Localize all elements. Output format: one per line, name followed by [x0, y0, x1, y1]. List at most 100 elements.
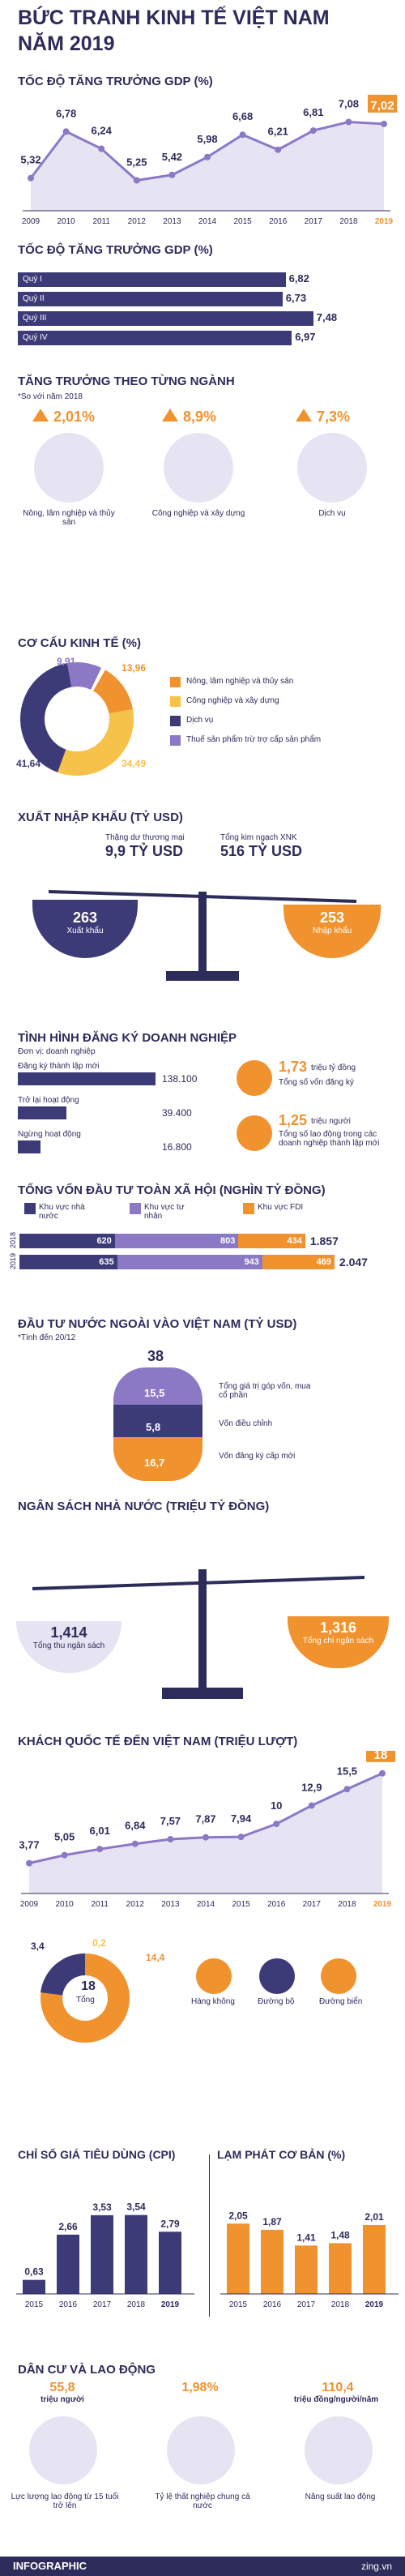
structure-legend: Nông, lâm nghiệp và thủy sản Công nghiệp … — [170, 677, 397, 755]
budget-heading: NGÂN SÁCH NHÀ NƯỚC (TRIỆU TỶ ĐỒNG) — [18, 1500, 270, 1513]
sector-agriculture: 2,01% Nông, lâm nghiệp và thủy sản — [16, 405, 130, 527]
x-tick: 2018 — [127, 2300, 146, 2309]
bar-label: 2,66 — [58, 2221, 78, 2232]
bar — [91, 2214, 113, 2294]
import-label: Nhập khẩu — [312, 926, 352, 935]
point — [168, 171, 176, 178]
quarter-value: 7,48 — [316, 311, 338, 323]
structure-value-tax: 9,91 — [57, 656, 76, 667]
person-icon — [29, 2416, 97, 2484]
x-tick: 2015 — [25, 2300, 44, 2309]
x-tick: 2019 — [161, 2300, 180, 2309]
bar — [125, 2214, 147, 2294]
x-tick: 2019 — [365, 2300, 384, 2309]
legend-state — [24, 1203, 36, 1214]
investment-year: 2019 — [9, 1252, 18, 1270]
jobs-value: 1,25 — [279, 1112, 308, 1128]
investment-segment: 434 — [238, 1234, 305, 1248]
bar — [295, 2245, 318, 2294]
tourist-pie-total-label: Tổng — [76, 1996, 95, 2005]
data-label: 7,94 — [231, 1812, 252, 1825]
spending-label: Tổng chi ngân sách — [302, 1637, 374, 1645]
jobs-label: Tổng số lao động trong các doanh nghiệp … — [279, 1130, 380, 1148]
business-note: Đơn vị: doanh nghiệp — [18, 1047, 96, 1056]
row-value: 138.100 — [162, 1073, 198, 1085]
structure-heading: CƠ CẤU KINH TẾ (%) — [18, 636, 141, 650]
quarter-value: 6,73 — [285, 292, 307, 304]
labor-label: Lực lượng lao động từ 15 tuổi trở lên — [11, 2493, 119, 2510]
gdp-quarters-section: TỐC ĐỘ TĂNG TRƯỞNG GDP (%) Quý I 6,82 Quý … — [0, 243, 405, 365]
investment-total: 2.047 — [339, 1256, 368, 1269]
capital-unit: triệu tỷ đồng — [311, 1063, 356, 1072]
structure-value-industry: 34,49 — [122, 758, 147, 769]
quarter-bar: Quý III — [18, 311, 313, 326]
productivity-label: Năng suất lao động — [305, 2493, 376, 2501]
tourists-heading: KHÁCH QUỐC TẾ ĐẾN VIỆT NAM (TRIỆU LƯỢT) — [18, 1735, 298, 1748]
point — [345, 118, 352, 126]
investment-segment: 635 — [19, 1255, 117, 1269]
tourist-pie-air: 14,4 — [146, 1952, 165, 1963]
budget-scale-icon — [32, 1569, 365, 1699]
arrow-up-icon — [32, 409, 49, 421]
point — [379, 1769, 386, 1777]
x-tick: 2018 — [339, 217, 358, 226]
investment-year: 2018 — [9, 1231, 18, 1249]
fdi-heading: ĐẦU TƯ NƯỚC NGOÀI VÀO VIỆT NAM (TỶ USD) — [18, 1317, 297, 1331]
legend-item: Thuế sản phẩm trừ trợ cấp sản phẩm — [170, 735, 397, 755]
sector-services: 7,3% Dịch vụ — [279, 405, 393, 527]
bar-label: 1,48 — [330, 2229, 350, 2240]
legend-item: Nông, lâm nghiệp và thủy sản — [170, 677, 397, 696]
surplus-label: Thặng dư thương mại — [105, 833, 185, 842]
trade-section: XUẤT NHẬP KHẨU (TỶ USD) Thặng dư thương … — [0, 811, 405, 989]
point — [202, 1834, 209, 1841]
bar-label: 2,01 — [364, 2211, 384, 2223]
legend-item: Dịch vụ — [170, 716, 397, 735]
footer-right[interactable]: zing.vn — [360, 2561, 392, 2572]
x-tick: 2010 — [57, 217, 75, 226]
sectors-heading: TĂNG TRƯỞNG THEO TỪNG NGÀNH — [18, 374, 235, 388]
data-label: 6,24 — [92, 125, 113, 137]
point — [28, 174, 34, 182]
legend-private — [130, 1203, 141, 1214]
fdi-l1: Tổng giá trị góp vốn, mua cổ phần — [219, 1382, 311, 1400]
point — [96, 1846, 104, 1853]
x-tick: 2018 — [331, 2300, 350, 2309]
sectors-section: TĂNG TRƯỞNG THEO TỪNG NGÀNH *So với năm … — [0, 374, 405, 618]
point — [61, 1851, 68, 1859]
money-bag-icon — [237, 1060, 272, 1096]
fdi-v3: 16,7 — [144, 1457, 165, 1469]
inflation-heading: LẠM PHÁT CƠ BẢN (%) — [217, 2148, 346, 2161]
data-label: 3,77 — [19, 1839, 39, 1851]
cpi-inflation-section: CHỈ SỐ GIÁ TIÊU DÙNG (CPI) LẠM PHÁT CƠ B… — [0, 2148, 405, 2326]
x-tick: 2015 — [233, 217, 252, 226]
worker-icon — [237, 1115, 272, 1151]
plane-icon — [196, 1958, 232, 1994]
data-label: 7,08 — [339, 97, 359, 109]
fdi-total: 38 — [147, 1348, 164, 1364]
structure-value-services: 41,64 — [16, 758, 41, 769]
arrow-up-icon — [296, 409, 312, 421]
fdi-v2: 5,8 — [146, 1421, 161, 1433]
capital-value: 1,73 — [279, 1059, 308, 1075]
x-tick: 2016 — [269, 217, 288, 226]
row-value: 16.800 — [162, 1141, 192, 1153]
unemployment-label: Tỷ lệ thất nghiệp chung cả nước — [155, 2493, 250, 2510]
point — [131, 1840, 139, 1847]
legend-label: Khu vực tư nhân — [144, 1203, 185, 1221]
fdi-section: ĐẦU TƯ NƯỚC NGOÀI VÀO VIỆT NAM (TỶ USD) … — [0, 1317, 405, 1496]
tourist-pie-total: 18 — [81, 1979, 96, 1993]
bar-label: 2,79 — [160, 2218, 180, 2229]
structure-section: CƠ CẤU KINH TẾ (%) 9,91 13,96 34,49 41,6… — [0, 636, 405, 790]
tourist-pie — [40, 1953, 130, 2043]
tourists-section: KHÁCH QUỐC TẾ ĐẾN VIỆT NAM (TRIỆU LƯỢT) … — [0, 1735, 405, 2075]
bar — [23, 2279, 45, 2294]
divider — [209, 2155, 210, 2317]
data-label: 18 — [374, 1751, 388, 1762]
data-label: 6,01 — [90, 1825, 110, 1837]
inflation-bar-chart: 2,05 2015 1,87 2016 1,41 2017 1,48 2018 2,01 2019 — [220, 2210, 399, 2309]
surplus-value: 9,9 TỶ USD — [105, 843, 184, 859]
population-section: DÂN CƯ VÀ LAO ĐỘNG 55,8 triệu người Lực … — [0, 2363, 405, 2549]
quarter-value: 6,97 — [295, 331, 316, 343]
bar — [363, 2224, 386, 2294]
row-label: Trở lại hoạt động — [18, 1096, 79, 1105]
